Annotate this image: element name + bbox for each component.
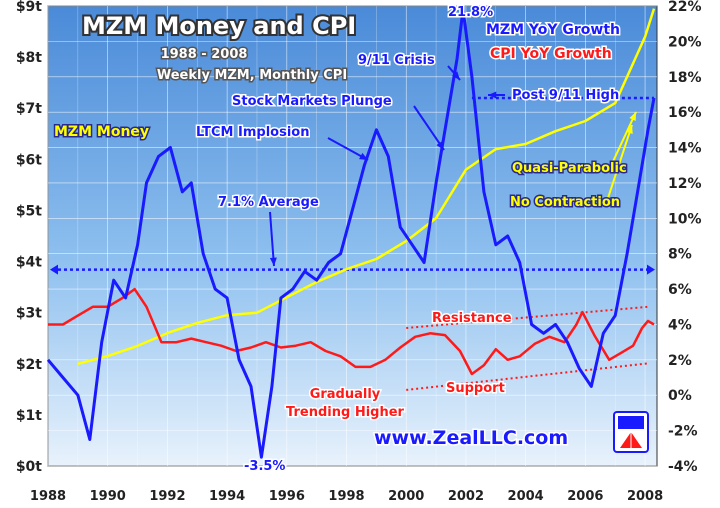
x-tick-label: 1998	[328, 489, 364, 504]
right-tick-label: 14%	[668, 141, 702, 157]
arrow-stock	[413, 105, 445, 151]
annotation-nocontraction: No Contraction	[510, 195, 620, 210]
series-line-mzm-yoy-growth	[46, 8, 656, 459]
arrow-quasi-head-icon	[629, 112, 636, 121]
arrow-crisis-head-icon	[451, 71, 460, 80]
annotation-resistance: Resistance	[432, 311, 512, 326]
x-tick-label: 2000	[388, 489, 424, 504]
right-tick-label: 22%	[668, 0, 702, 15]
annotation-ltcm: LTCM Implosion	[196, 125, 309, 140]
series-line-cpi-yoy-growth	[48, 287, 655, 376]
arrow-stock-head-icon	[436, 141, 444, 150]
support-trend-line	[406, 362, 649, 391]
annotation-peak: 21.8%	[448, 5, 493, 20]
right-tick-label: 16%	[668, 105, 702, 121]
average-arrow-left-icon	[50, 264, 58, 275]
x-tick-label: 1990	[90, 489, 126, 504]
right-tick-label: 10%	[668, 211, 702, 227]
series-group	[46, 8, 656, 459]
left-tick-label: $5t	[16, 203, 42, 219]
x-tick-label: 1992	[149, 489, 185, 504]
annotation-stock: Stock Markets Plunge	[232, 94, 392, 109]
series-line-mzm-money	[77, 8, 656, 366]
right-tick-label: 2%	[668, 353, 692, 369]
arrow-average-head-icon	[269, 257, 277, 266]
x-tick-label: 1988	[30, 489, 66, 504]
annotation-avg: 7.1% Average	[218, 195, 319, 210]
zeal-logo-icon	[613, 411, 649, 453]
left-tick-label: $8t	[16, 50, 42, 66]
right-tick-label: 4%	[668, 317, 692, 333]
left-tick-label: $6t	[16, 152, 42, 168]
trend-lines	[406, 96, 655, 391]
arrow-nocontraction	[607, 124, 633, 199]
annotation-support: Support	[446, 381, 505, 396]
left-tick-label: $9t	[16, 0, 42, 15]
arrow-quasi	[609, 111, 637, 169]
right-tick-label: -4%	[668, 459, 698, 475]
annotation-trough: -3.5%	[244, 459, 285, 474]
left-tick-label: $1t	[16, 408, 42, 424]
annotation-crisis: 9/11 Crisis	[358, 53, 435, 68]
legend-cpi-growth: CPI YoY Growth	[490, 46, 612, 62]
right-tick-label: 12%	[668, 176, 702, 192]
left-tick-label: $4t	[16, 255, 42, 271]
annotation-quasi: Quasi-Parabolic	[512, 161, 627, 176]
annotation-gradually: Gradually	[310, 387, 381, 402]
x-tick-label: 1996	[269, 489, 305, 504]
annotation-arrows	[269, 65, 637, 267]
right-tick-label: 8%	[668, 247, 692, 263]
annotation-post: Post 9/11 High	[512, 88, 619, 103]
reference-lines	[50, 264, 655, 275]
left-tick-label: $0t	[16, 459, 42, 475]
x-tick-label: 2006	[567, 489, 603, 504]
average-arrow-right-icon	[647, 264, 655, 275]
annotation-trending: Trending Higher	[286, 405, 404, 420]
chart-subtitle: 1988 - 2008	[161, 47, 248, 62]
right-tick-label: 6%	[668, 282, 692, 298]
chart-title: MZM Money and CPI	[82, 12, 356, 40]
arrow-ltcm-head-icon	[359, 152, 368, 160]
x-axis: 1988 1990 1992 1994 1996 1998 2000 2002 2004 2006…	[30, 489, 663, 504]
left-tick-label: $7t	[16, 101, 42, 117]
x-tick-label: 1994	[209, 489, 245, 504]
watermark: www.ZealLLC.com	[374, 427, 568, 449]
left-axis: $0t $1t $2t $3t $4t $5t $6t $7t $8t $9t	[16, 0, 42, 475]
right-tick-label: 20%	[668, 34, 702, 50]
arrow-average	[269, 211, 275, 267]
arrow-post-head-icon	[488, 91, 497, 99]
x-tick-label: 2004	[508, 489, 544, 504]
x-tick-label: 2002	[448, 489, 484, 504]
right-tick-label: 0%	[668, 388, 692, 404]
x-tick-label: 2008	[627, 489, 663, 504]
right-axis: -4% -2% 0% 2% 4% 6% 8% 10% 12% 14% 16% 18% 20% 22%	[668, 0, 702, 475]
legend-mzm-money: MZM Money	[54, 124, 149, 140]
left-tick-label: $2t	[16, 357, 42, 373]
resistance-trend-line	[406, 305, 649, 329]
right-tick-label: -2%	[668, 424, 698, 440]
chart-subtitle-2: Weekly MZM, Monthly CPI	[157, 68, 347, 83]
right-tick-label: 18%	[668, 70, 702, 86]
arrow-nocontraction-head-icon	[626, 125, 633, 134]
legend-mzm-growth: MZM YoY Growth	[486, 22, 620, 38]
left-tick-label: $3t	[16, 306, 42, 322]
